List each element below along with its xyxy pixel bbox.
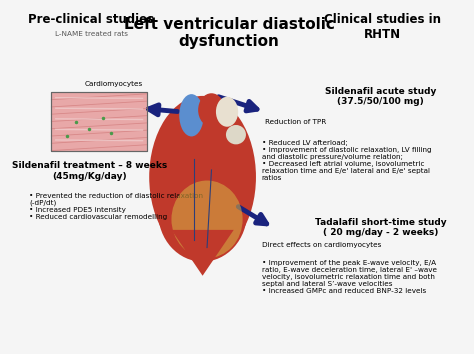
Ellipse shape bbox=[179, 94, 204, 136]
Polygon shape bbox=[172, 230, 234, 276]
Ellipse shape bbox=[216, 97, 238, 127]
Ellipse shape bbox=[198, 93, 225, 127]
Text: Sildenafil treatment – 8 weeks
(45mg/Kg/day): Sildenafil treatment – 8 weeks (45mg/Kg/… bbox=[11, 161, 167, 181]
Text: Left ventricular diastolic
dysfunction: Left ventricular diastolic dysfunction bbox=[124, 17, 335, 49]
Text: • Reduced LV afterload;
• Improvement of diastolic relaxation, LV filling
and di: • Reduced LV afterload; • Improvement of… bbox=[262, 140, 431, 181]
Text: Direct effects on cardiomyocytes: Direct effects on cardiomyocytes bbox=[262, 242, 381, 248]
Text: L-NAME treated rats: L-NAME treated rats bbox=[55, 31, 128, 37]
Text: Pre-clinical studies: Pre-clinical studies bbox=[28, 13, 155, 26]
Text: • Prevented the reduction of diastolic relaxation
(-dP/dt)
• Increased PDE5 inte: • Prevented the reduction of diastolic r… bbox=[29, 193, 203, 221]
Text: Cardiomyocytes: Cardiomyocytes bbox=[84, 81, 143, 87]
Ellipse shape bbox=[149, 96, 256, 258]
Text: Sildenafil acute study
(37.5/50/100 mg): Sildenafil acute study (37.5/50/100 mg) bbox=[325, 87, 436, 107]
Bar bbox=[51, 92, 147, 150]
Text: Reduction of TPR: Reduction of TPR bbox=[265, 119, 326, 125]
Text: • Improvement of the peak E-wave velocity, E/A
ratio, E-wave deceleration time, : • Improvement of the peak E-wave velocit… bbox=[262, 260, 437, 294]
Ellipse shape bbox=[226, 125, 246, 144]
Ellipse shape bbox=[172, 181, 243, 258]
Ellipse shape bbox=[158, 163, 247, 262]
Text: Tadalafil short-time study
( 20 mg/day - 2 weeks): Tadalafil short-time study ( 20 mg/day -… bbox=[315, 218, 447, 237]
Bar bbox=[51, 92, 147, 150]
Text: Clinical studies in
RHTN: Clinical studies in RHTN bbox=[324, 13, 441, 41]
